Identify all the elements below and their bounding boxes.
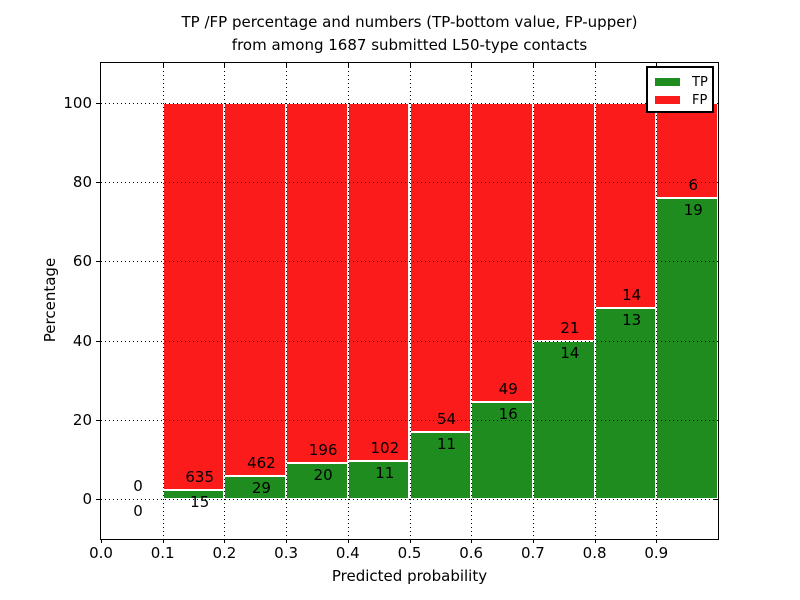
gridline-v	[595, 63, 596, 539]
fp-count-label: 196	[308, 440, 338, 459]
x-tick-mark	[286, 539, 287, 543]
y-axis-label: Percentage	[41, 257, 59, 343]
x-tick-label: 0.7	[520, 544, 545, 562]
y-tick-label: 0	[82, 490, 92, 509]
tp-count-label: 20	[313, 465, 333, 484]
y-tick-label: 20	[72, 411, 92, 429]
plot-area: 0 0 635 15 462 29 196 20 102 11 54 11 49 16 21 14 14 13 6 1…	[100, 62, 719, 540]
gridline-h	[101, 182, 718, 183]
y-tick-mark	[96, 182, 100, 183]
tp-count-label: 14	[560, 343, 580, 362]
tp-count-label: 11	[436, 435, 457, 454]
gridline-v	[533, 63, 534, 539]
bar-segment-tp	[594, 308, 657, 500]
tp-count-label: 15	[190, 493, 210, 512]
x-tick-mark	[533, 539, 534, 543]
x-tick-label: 0.4	[335, 544, 360, 562]
x-tick-mark	[348, 539, 349, 543]
bar-segment-fp	[409, 102, 472, 433]
gridline-v	[410, 63, 411, 539]
gridline-v	[656, 63, 657, 539]
x-tick-label: 0.8	[582, 544, 607, 562]
y-tick-label: 80	[72, 173, 92, 191]
legend-swatch-fp	[655, 96, 680, 104]
x-tick-mark	[163, 539, 164, 543]
gridline-h	[101, 341, 718, 342]
fp-count-label: 635	[185, 468, 215, 487]
tp-count-label: 0	[133, 502, 143, 521]
legend-entry-fp: FP	[648, 91, 712, 109]
legend-label-fp: FP	[692, 92, 708, 108]
gridline-h	[101, 499, 718, 500]
gridline-v	[348, 63, 349, 539]
x-tick-label: 0.0	[89, 544, 113, 562]
y-tick-label: 60	[72, 252, 92, 271]
x-tick-label: 0.6	[459, 544, 484, 562]
x-tick-label: 0.1	[150, 544, 175, 562]
y-tick-label: 40	[72, 331, 92, 350]
y-tick-label: 100	[63, 93, 92, 112]
gridlines-layer	[101, 63, 718, 539]
x-tick-label: 0.3	[274, 544, 299, 562]
fp-count-label: 6	[688, 175, 699, 194]
legend-entry-tp: TP	[648, 73, 712, 91]
gridline-h	[101, 103, 718, 104]
y-tick-mark	[96, 499, 100, 500]
gridline-v	[224, 63, 225, 539]
fp-count-label: 54	[436, 410, 457, 429]
annotations-layer: 0 0 635 15 462 29 196 20 102 11 54 11 49 16 21 14 14 13 6 1…	[101, 63, 718, 539]
bar-segment-tp	[656, 197, 718, 500]
legend: TP FP	[646, 66, 714, 113]
y-tick-mark	[96, 103, 100, 104]
gridline-v	[471, 63, 472, 539]
bar-segment-fp	[594, 102, 657, 309]
chart-title: TP /FP percentage and numbers (TP-bottom…	[100, 11, 719, 57]
chart-title-line2: from among 1687 submitted L50-type conta…	[231, 36, 588, 54]
fp-count-label: 21	[560, 318, 580, 337]
y-tick-mark	[96, 261, 100, 262]
gridline-h	[101, 261, 718, 262]
x-tick-label: 0.5	[397, 544, 422, 562]
tp-count-label: 19	[683, 200, 703, 219]
tp-count-label: 16	[498, 404, 518, 423]
fp-count-label: 102	[370, 438, 400, 457]
y-tick-mark	[96, 420, 100, 421]
bar-segment-fp	[162, 102, 225, 491]
gridline-v	[163, 63, 164, 539]
tp-count-label: 13	[622, 311, 642, 330]
x-tick-mark	[224, 539, 225, 543]
bar-segment-tp	[409, 432, 472, 500]
legend-label-tp: TP	[692, 74, 708, 90]
x-tick-mark	[595, 539, 596, 543]
x-tick-mark	[410, 539, 411, 543]
gridline-h	[101, 420, 718, 421]
fp-count-label: 0	[133, 477, 143, 496]
x-tick-mark	[471, 539, 472, 543]
x-tick-mark	[656, 539, 657, 543]
fp-count-label: 462	[247, 453, 276, 472]
bars-layer	[101, 63, 718, 539]
legend-swatch-tp	[655, 78, 680, 86]
fp-count-label: 49	[498, 379, 518, 398]
x-axis-label: Predicted probability	[331, 567, 488, 585]
gridline-v	[286, 63, 287, 539]
bar-segment-fp	[656, 102, 718, 198]
y-tick-mark	[96, 341, 100, 342]
tp-count-label: 29	[251, 478, 271, 497]
fp-count-label: 14	[622, 286, 642, 305]
chart-title-line1: TP /FP percentage and numbers (TP-bottom…	[181, 13, 638, 31]
x-tick-label: 0.2	[212, 544, 237, 562]
bar-segment-tp	[471, 401, 533, 500]
x-tick-mark	[101, 539, 102, 543]
tp-count-label: 11	[375, 463, 395, 482]
x-tick-label: 0.9	[644, 544, 669, 562]
bar-segment-fp	[224, 102, 287, 476]
